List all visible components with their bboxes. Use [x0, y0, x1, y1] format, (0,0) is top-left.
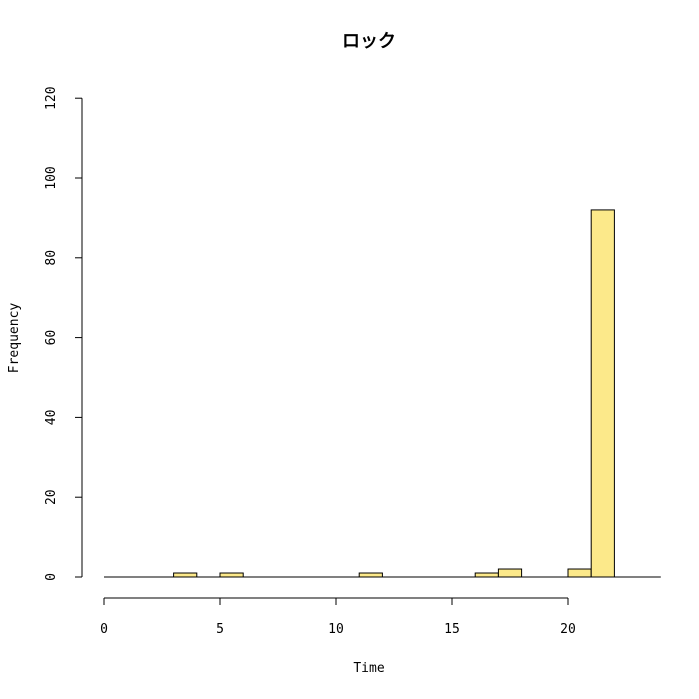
x-tick-label: 0 [100, 622, 108, 637]
y-tick-label: 60 [44, 330, 59, 346]
y-tick-label: 80 [44, 250, 59, 266]
y-axis-label: Frequency [7, 303, 22, 374]
histogram-bar [173, 572, 198, 578]
histogram-bar [497, 568, 523, 578]
histogram-bar [474, 572, 499, 578]
y-axis: 0 20 40 60 80 100 120 [44, 86, 83, 581]
x-tick-label: 5 [216, 622, 224, 637]
y-tick-label: 40 [44, 410, 59, 426]
y-tick-label: 100 [44, 166, 59, 189]
y-tick-label: 0 [44, 573, 59, 581]
x-tick-label: 10 [328, 622, 344, 637]
histogram-bar [590, 209, 615, 578]
x-axis-label: Time [353, 661, 384, 676]
x-axis: 0 5 10 15 20 [100, 597, 576, 637]
histogram-bar [358, 572, 383, 578]
x-tick-label: 15 [444, 622, 460, 637]
bars-group [104, 209, 661, 578]
chart-title: ロック [342, 31, 396, 52]
y-tick-label: 20 [44, 489, 59, 505]
y-tick-label: 120 [44, 86, 59, 109]
x-tick-label: 20 [560, 622, 576, 637]
histogram-bar [567, 568, 592, 578]
histogram-bar [219, 572, 244, 578]
